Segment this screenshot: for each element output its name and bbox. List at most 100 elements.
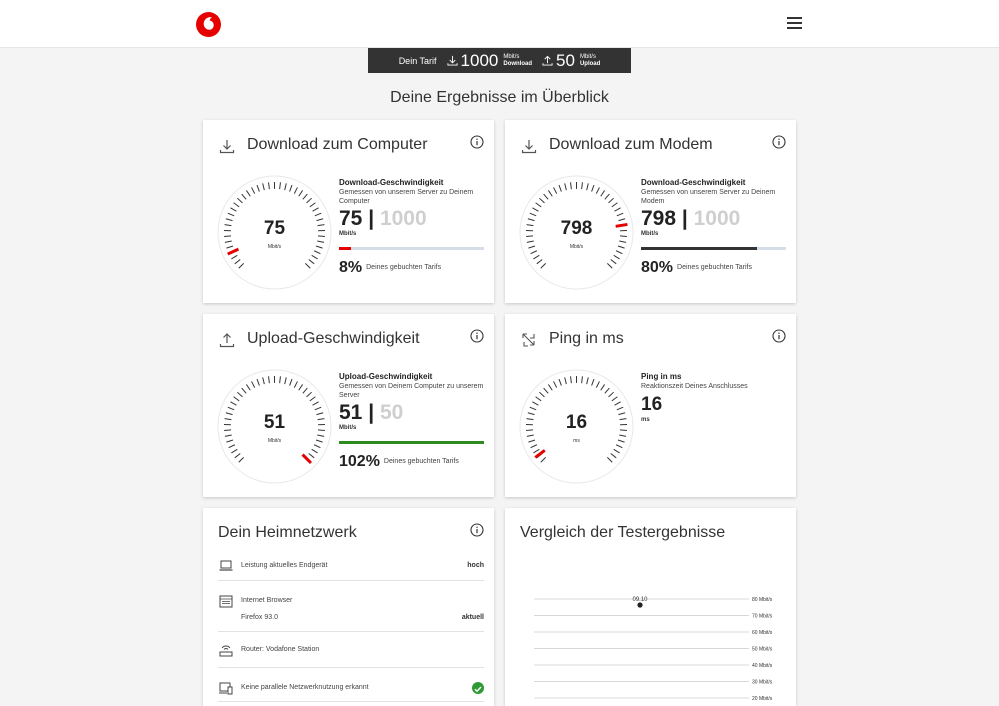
max-value: 50 (379, 401, 404, 424)
progress-bar-fill (339, 441, 484, 444)
gauge-tick (314, 406, 322, 411)
gauge-tick (268, 376, 270, 384)
gauge-tick (526, 240, 534, 243)
metric-value: 51 | 50 (339, 401, 403, 425)
comparison-chart: 80 Mbit/s 70 Mbit/s 60 Mbit/s 50 Mbit/s 40 M… (534, 597, 773, 702)
info-icon[interactable] (470, 523, 484, 537)
measured-value: 51 (339, 401, 363, 424)
metric-value: 16 (641, 394, 662, 416)
metric-label: Upload-Geschwindigkeit (339, 372, 433, 381)
gauge-tick (606, 456, 613, 463)
hamburger-menu-icon[interactable] (787, 17, 802, 30)
tarif-label: Dein Tarif (398, 55, 437, 66)
gauge-tick (245, 190, 251, 197)
metric-unit: ms (641, 417, 650, 423)
gauge-tick (279, 182, 281, 190)
gauge-tick (558, 378, 562, 386)
gauge-tick (306, 391, 312, 398)
gauge-tick (600, 384, 606, 391)
speed-gauge (217, 175, 332, 290)
card-upload: Upload-Geschwindigkeit 51 Mbit/s Upload-… (203, 314, 494, 497)
gauge-tick (619, 434, 627, 437)
y-tick-label: 20 Mbit/s (752, 696, 773, 702)
gauge-tick (616, 212, 624, 217)
gauge-tick (311, 448, 318, 454)
gauge-tick (302, 387, 308, 394)
y-tick-label: 40 Mbit/s (752, 663, 773, 669)
info-icon[interactable] (470, 329, 484, 343)
gauge-tick (527, 412, 535, 416)
gauge-tick (529, 406, 537, 411)
speed-gauge (519, 175, 634, 290)
info-icon[interactable] (772, 135, 786, 149)
gauge-tick (225, 218, 233, 222)
y-tick-label: 70 Mbit/s (752, 614, 773, 620)
gauge-tick (526, 429, 534, 431)
gauge-tick (528, 439, 536, 443)
gauge-tick (540, 456, 547, 463)
gauge-tick (317, 429, 325, 431)
gauge-tick (245, 384, 251, 391)
row-label: Internet Browser (241, 597, 293, 604)
metric-description: Reaktionszeit Deines Anschlusses (641, 383, 748, 390)
gauge-tick (230, 401, 237, 406)
gauge-tick (611, 202, 618, 208)
gauge-tick (317, 434, 325, 437)
gauge-tick (241, 193, 247, 200)
gauge-tick (586, 377, 589, 385)
gauge-tick (316, 412, 324, 416)
gauge-tick (558, 184, 562, 192)
gauge-tick (226, 439, 234, 443)
gauge-tick (233, 202, 240, 208)
gauge-tick (289, 184, 293, 192)
value-separator: | (368, 207, 375, 230)
gauge-tick (564, 183, 567, 191)
upload-icon (219, 333, 235, 348)
metric-value: 75 | 1000 (339, 207, 427, 231)
gauge-tick (533, 448, 540, 454)
gauge-tick (619, 429, 627, 431)
vodafone-logo-icon[interactable] (196, 12, 221, 37)
max-value: 1000 (379, 207, 427, 230)
gauge-tick (256, 378, 260, 386)
gauge-tick (238, 262, 245, 269)
gauge-tick (532, 207, 539, 212)
tarif-download-label: Download (503, 60, 533, 67)
gauge-tick (553, 187, 558, 194)
gauge-tick (553, 381, 558, 388)
percent-value: 102% (339, 453, 380, 470)
page-title: Deine Ergebnisse im Überblick (390, 89, 609, 106)
y-tick-label: 60 Mbit/s (752, 630, 773, 636)
info-icon[interactable] (470, 135, 484, 149)
info-icon[interactable] (772, 329, 786, 343)
percent-value: 8% (339, 259, 363, 276)
gauge-tick (530, 444, 538, 449)
browser-icon (219, 595, 233, 608)
y-tick-label: 50 Mbit/s (752, 647, 773, 653)
gauge-tick (604, 387, 610, 394)
tarif-upload-unit: Mbit/s (579, 53, 596, 60)
gauge-tick (308, 259, 315, 265)
gauge-tick (591, 378, 595, 386)
gauge-tick (251, 187, 256, 194)
gauge-tick (581, 182, 583, 190)
gauge-tick (312, 207, 319, 212)
gauge-tick (586, 183, 589, 191)
gauge-tick (610, 259, 617, 265)
download-icon (521, 140, 537, 154)
gauge-tick (543, 193, 549, 200)
percent-label: Deines gebuchten Tarifs (383, 458, 459, 465)
gauge-unit: Mbit/s (569, 244, 584, 250)
gauge-tick (536, 259, 543, 265)
gauge-tick (614, 401, 621, 406)
gauge-tick (238, 456, 245, 463)
measured-value: 798 (641, 207, 677, 230)
gauge-tick (227, 406, 235, 411)
data-point (637, 602, 643, 608)
progress-bar (339, 441, 484, 444)
value-separator: | (681, 207, 688, 230)
tarif-banner: Dein Tarif 1000 Mbit/s Download 50 Mbit/s… (368, 48, 631, 73)
network-row-router: Router: Vodafone Station (218, 632, 484, 668)
gauge-tick (600, 190, 606, 197)
metric-unit: Mbit/s (641, 231, 659, 237)
